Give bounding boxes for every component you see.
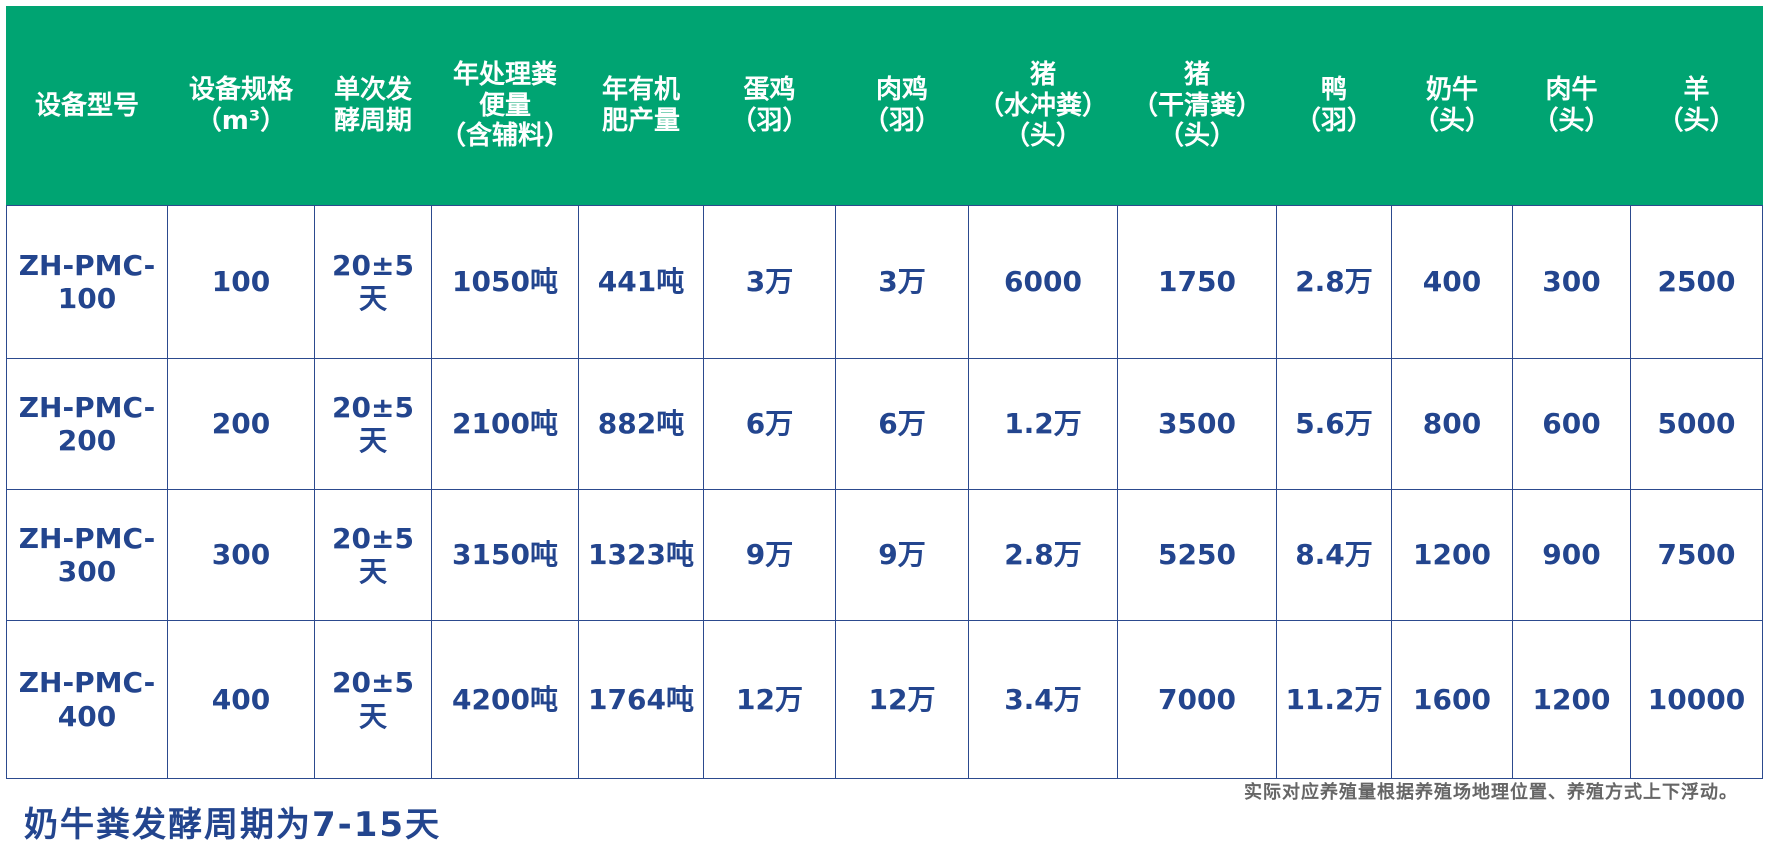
table-cell: 1200 bbox=[1512, 620, 1631, 779]
table-cell: 900 bbox=[1512, 489, 1631, 621]
table-cell: 5000 bbox=[1630, 358, 1763, 490]
table-cell: 20±5天 bbox=[314, 489, 432, 621]
header-cell: 肉鸡 （羽） bbox=[835, 6, 969, 206]
table-cell: ZH-PMC-100 bbox=[6, 205, 168, 359]
table-cell: 9万 bbox=[835, 489, 969, 621]
table-cell: 20±5天 bbox=[314, 205, 432, 359]
header-cell: 猪 （干清粪） （头） bbox=[1117, 6, 1277, 206]
table-cell: 3万 bbox=[835, 205, 969, 359]
header-cell: 蛋鸡 （羽） bbox=[703, 6, 836, 206]
header-cell: 肉牛 （头） bbox=[1512, 6, 1631, 206]
table-row: ZH-PMC-300 300 20±5天 3150吨 1323吨 9万 9万 2.8万 5250… bbox=[6, 489, 1763, 621]
header-cell: 年处理粪 便量 （含辅料） bbox=[431, 6, 579, 206]
table-cell: 300 bbox=[167, 489, 315, 621]
table-cell: 1050吨 bbox=[431, 205, 579, 359]
table-row: ZH-PMC-400 400 20±5天 4200吨 1764吨 12万 12万 3.4万 70… bbox=[6, 620, 1763, 779]
table-cell: 100 bbox=[167, 205, 315, 359]
table-cell: 441吨 bbox=[578, 205, 704, 359]
table-cell: 8.4万 bbox=[1276, 489, 1392, 621]
spec-table: 设备型号 设备规格 （m³） 单次发 酵周期 年处理粪 便量 （含辅料） 年有机 肥产量… bbox=[6, 6, 1763, 779]
table-cell: 200 bbox=[167, 358, 315, 490]
table-cell: 2.8万 bbox=[968, 489, 1118, 621]
table-cell: ZH-PMC-200 bbox=[6, 358, 168, 490]
table-cell: 20±5天 bbox=[314, 358, 432, 490]
table-row: ZH-PMC-100 100 20±5天 1050吨 441吨 3万 3万 6000 1750 2… bbox=[6, 205, 1763, 359]
header-cell: 羊 （头） bbox=[1630, 6, 1763, 206]
table-cell: 12万 bbox=[835, 620, 969, 779]
table-cell: 1200 bbox=[1391, 489, 1513, 621]
table-cell: 7000 bbox=[1117, 620, 1277, 779]
table-cell: 6万 bbox=[835, 358, 969, 490]
table-cell: 20±5天 bbox=[314, 620, 432, 779]
header-cell: 年有机 肥产量 bbox=[578, 6, 704, 206]
table-cell: 7500 bbox=[1630, 489, 1763, 621]
header-cell: 鸭 （羽） bbox=[1276, 6, 1392, 206]
table-cell: 400 bbox=[167, 620, 315, 779]
table-cell: 600 bbox=[1512, 358, 1631, 490]
table-cell: 2100吨 bbox=[431, 358, 579, 490]
table-cell: 11.2万 bbox=[1276, 620, 1392, 779]
header-cell: 设备型号 bbox=[6, 6, 168, 206]
table-cell: ZH-PMC-400 bbox=[6, 620, 168, 779]
table-cell: 1764吨 bbox=[578, 620, 704, 779]
table-cell: 1323吨 bbox=[578, 489, 704, 621]
header-cell: 猪 （水冲粪） （头） bbox=[968, 6, 1118, 206]
footnote: 实际对应养殖量根据养殖场地理位置、养殖方式上下浮动。 bbox=[1244, 782, 1738, 803]
table-cell: 6万 bbox=[703, 358, 836, 490]
header-row: 设备型号 设备规格 （m³） 单次发 酵周期 年处理粪 便量 （含辅料） 年有机 肥产量… bbox=[6, 6, 1763, 206]
table-body: ZH-PMC-100 100 20±5天 1050吨 441吨 3万 3万 6000 1750 2… bbox=[6, 205, 1763, 779]
table-cell: 12万 bbox=[703, 620, 836, 779]
table-cell: 2.8万 bbox=[1276, 205, 1392, 359]
table-cell: 6000 bbox=[968, 205, 1118, 359]
table-cell: 2500 bbox=[1630, 205, 1763, 359]
table-cell: 882吨 bbox=[578, 358, 704, 490]
table-cell: 5.6万 bbox=[1276, 358, 1392, 490]
table-cell: 9万 bbox=[703, 489, 836, 621]
table-cell: 3150吨 bbox=[431, 489, 579, 621]
table-cell: 3.4万 bbox=[968, 620, 1118, 779]
table-cell: 3万 bbox=[703, 205, 836, 359]
table-cell: 400 bbox=[1391, 205, 1513, 359]
header-cell: 奶牛 （头） bbox=[1391, 6, 1513, 206]
table-cell: 10000 bbox=[1630, 620, 1763, 779]
header-cell: 单次发 酵周期 bbox=[314, 6, 432, 206]
table-cell: ZH-PMC-300 bbox=[6, 489, 168, 621]
table-row: ZH-PMC-200 200 20±5天 2100吨 882吨 6万 6万 1.2万 3500 5… bbox=[6, 358, 1763, 490]
table-cell: 1.2万 bbox=[968, 358, 1118, 490]
table-cell: 1600 bbox=[1391, 620, 1513, 779]
table-cell: 3500 bbox=[1117, 358, 1277, 490]
header-cell: 设备规格 （m³） bbox=[167, 6, 315, 206]
table-cell: 5250 bbox=[1117, 489, 1277, 621]
table-cell: 1750 bbox=[1117, 205, 1277, 359]
note: 奶牛粪发酵周期为7-15天 bbox=[24, 805, 442, 845]
table-cell: 4200吨 bbox=[431, 620, 579, 779]
table-cell: 800 bbox=[1391, 358, 1513, 490]
table-cell: 300 bbox=[1512, 205, 1631, 359]
